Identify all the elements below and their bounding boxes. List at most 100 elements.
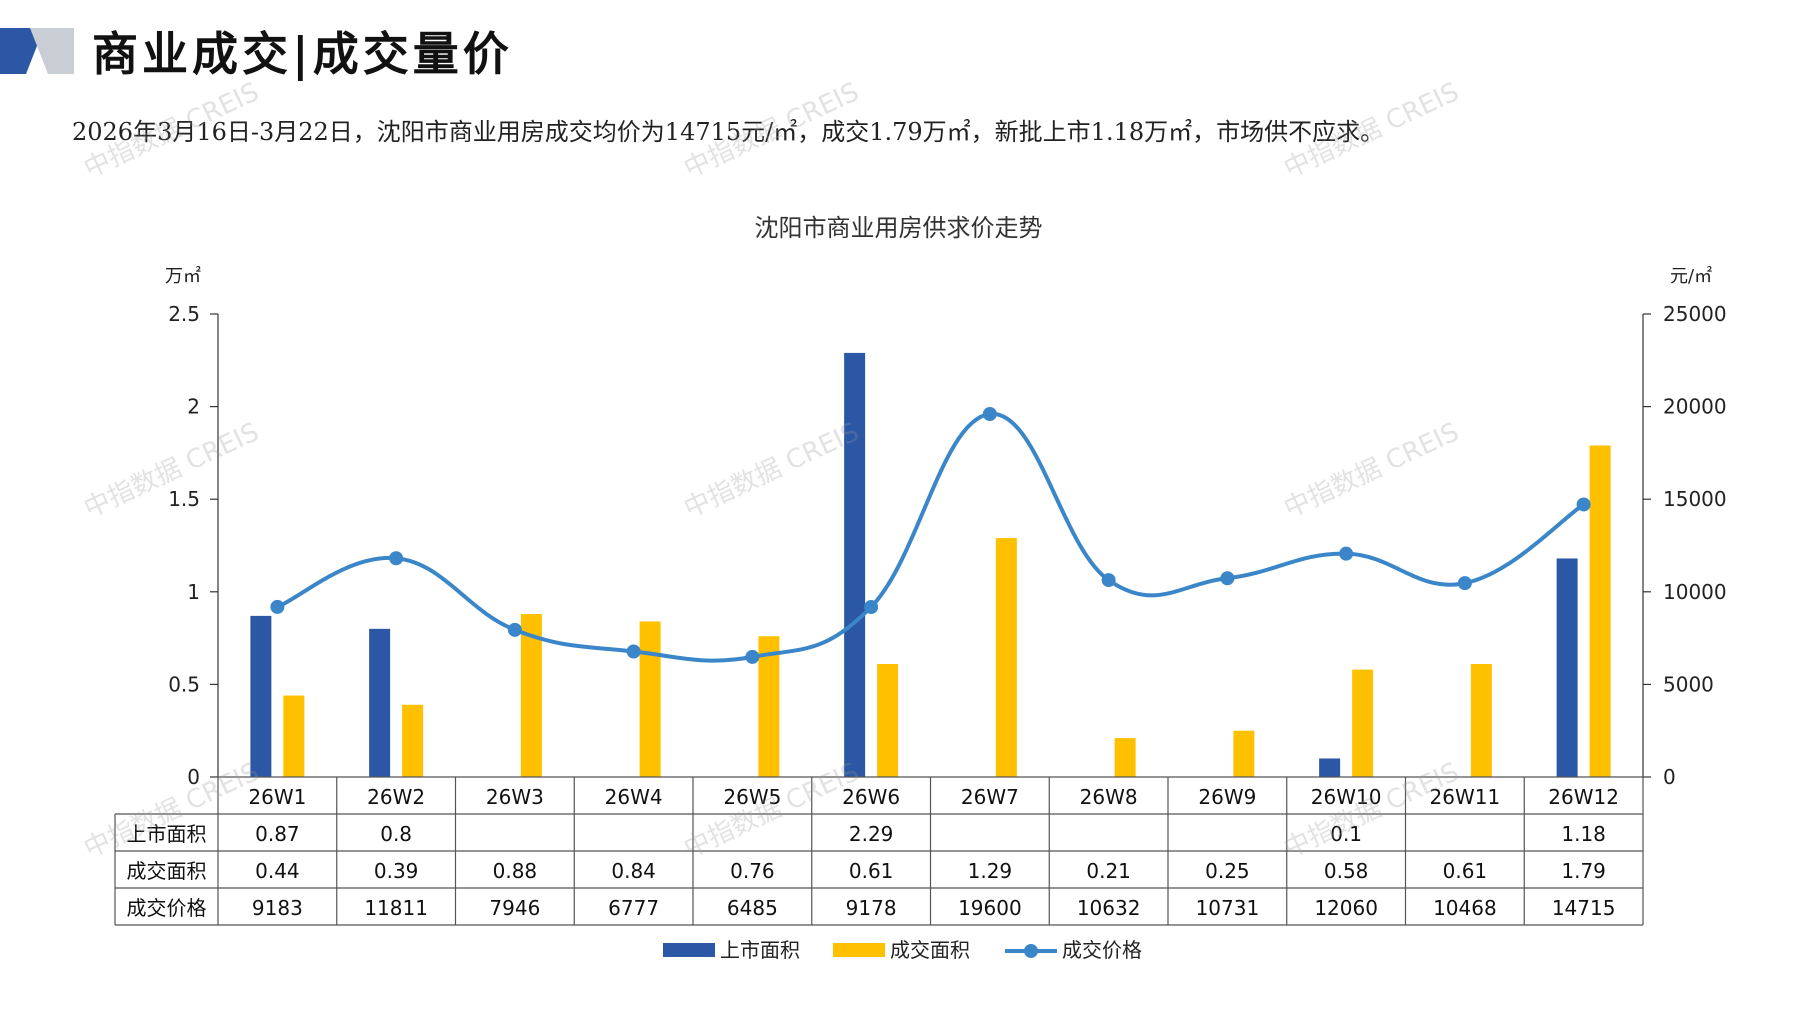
table-cell: 0.61	[849, 859, 894, 883]
table-cell: 0.58	[1324, 859, 1369, 883]
table-cell: 0.25	[1205, 859, 1250, 883]
legend-label-price: 成交价格	[1062, 938, 1142, 962]
bar-deal-area	[402, 704, 424, 777]
right-tick-label: 15000	[1663, 487, 1727, 511]
table-cell: 19600	[958, 896, 1022, 920]
table-cell: 10731	[1196, 896, 1260, 920]
left-tick-label: 1	[187, 580, 200, 604]
table-cell: 14715	[1552, 896, 1616, 920]
table-cell: 6485	[727, 896, 778, 920]
bar-deal-area	[1114, 738, 1136, 777]
chart-title: 沈阳市商业用房供求价走势	[754, 214, 1043, 242]
table-cell: 7946	[489, 896, 540, 920]
left-tick-label: 1.5	[168, 487, 200, 511]
bar-supply	[1556, 558, 1578, 777]
category-label: 26W8	[1080, 785, 1138, 809]
price-point	[507, 622, 522, 637]
bar-deal-area	[520, 614, 542, 777]
bar-supply	[250, 615, 272, 777]
table-cell: 10632	[1077, 896, 1141, 920]
bar-supply	[369, 628, 391, 777]
price-point	[982, 407, 997, 422]
table-cell: 0.88	[493, 859, 538, 883]
left-tick-label: 0.5	[168, 672, 200, 696]
table-cell: 0.44	[255, 859, 300, 883]
bar-deal-area	[1470, 664, 1492, 777]
left-tick-label: 2	[187, 395, 200, 419]
price-point	[864, 600, 879, 615]
right-tick-label: 10000	[1663, 580, 1727, 604]
table-cell: 9183	[252, 896, 303, 920]
bar-deal-area	[639, 621, 661, 777]
left-axis-unit: 万㎡	[165, 265, 201, 287]
right-tick-label: 5000	[1663, 672, 1714, 696]
price-point	[389, 551, 404, 566]
table-cell: 0.8	[380, 822, 412, 846]
bar-deal-area	[758, 636, 780, 777]
price-point	[1339, 546, 1354, 561]
page-title: 商业成交|成交量价	[92, 27, 513, 81]
bar-supply	[844, 352, 866, 777]
table-row-label: 成交价格	[127, 896, 207, 920]
table-cell: 0.21	[1086, 859, 1131, 883]
price-point	[1576, 497, 1591, 512]
table-cell: 10468	[1433, 896, 1497, 920]
table-cell: 0.87	[255, 822, 300, 846]
category-label: 26W3	[486, 785, 544, 809]
table-cell: 9178	[846, 896, 897, 920]
category-label: 26W1	[248, 785, 306, 809]
price-point	[1101, 573, 1116, 588]
left-tick-label: 2.5	[168, 302, 200, 326]
legend-label-deal-area: 成交面积	[890, 938, 970, 962]
price-point	[270, 599, 285, 614]
right-tick-label: 20000	[1663, 395, 1727, 419]
bar-deal-area	[1233, 730, 1255, 777]
table-cell: 2.29	[849, 822, 894, 846]
price-point	[745, 649, 760, 664]
brand-logo-icon	[0, 28, 74, 74]
right-tick-label: 25000	[1663, 302, 1727, 326]
left-tick-label: 0	[187, 765, 200, 789]
bar-deal-area	[1352, 669, 1374, 777]
category-label: 26W11	[1430, 785, 1501, 809]
category-label: 26W5	[723, 785, 781, 809]
category-label: 26W6	[842, 785, 900, 809]
table-cell: 0.1	[1330, 822, 1362, 846]
table-row-label: 成交面积	[127, 859, 207, 883]
bar-deal-area	[283, 695, 305, 777]
price-point	[626, 644, 641, 659]
category-label: 26W9	[1198, 785, 1256, 809]
table-cell: 0.39	[374, 859, 419, 883]
price-point	[1457, 576, 1472, 591]
table-cell: 11811	[364, 896, 428, 920]
bar-deal-area	[995, 538, 1017, 777]
table-cell: 0.76	[730, 859, 775, 883]
legend-swatch-deal-area	[833, 943, 885, 957]
table-row-label: 上市面积	[127, 822, 207, 846]
price-line	[276, 411, 1585, 663]
category-label: 26W10	[1311, 785, 1382, 809]
table-cell: 1.79	[1561, 859, 1606, 883]
table-cell: 1.18	[1561, 822, 1606, 846]
bar-deal-area	[877, 664, 899, 777]
summary-text: 2026年3月16日-3月22日，沈阳市商业用房成交均价为14715元/㎡，成交…	[72, 118, 1385, 146]
logo-light-shape	[30, 28, 74, 74]
table-cell: 12060	[1314, 896, 1378, 920]
legend-swatch-price-point	[1024, 944, 1038, 958]
bar-deal-area	[1589, 445, 1611, 777]
right-tick-label: 0	[1663, 765, 1676, 789]
table-cell: 1.29	[968, 859, 1013, 883]
category-label: 26W4	[605, 785, 663, 809]
header: 商业成交|成交量价	[0, 0, 1797, 100]
table-cell: 0.84	[611, 859, 656, 883]
logo-dark-shape	[0, 28, 44, 74]
legend-label-supply: 上市面积	[720, 938, 800, 962]
legend-swatch-supply	[663, 943, 715, 957]
right-axis-unit: 元/㎡	[1670, 265, 1712, 287]
bar-supply	[1319, 758, 1341, 777]
price-point	[1220, 571, 1235, 586]
table-cell: 6777	[608, 896, 659, 920]
category-label: 26W2	[367, 785, 425, 809]
category-label: 26W7	[961, 785, 1019, 809]
